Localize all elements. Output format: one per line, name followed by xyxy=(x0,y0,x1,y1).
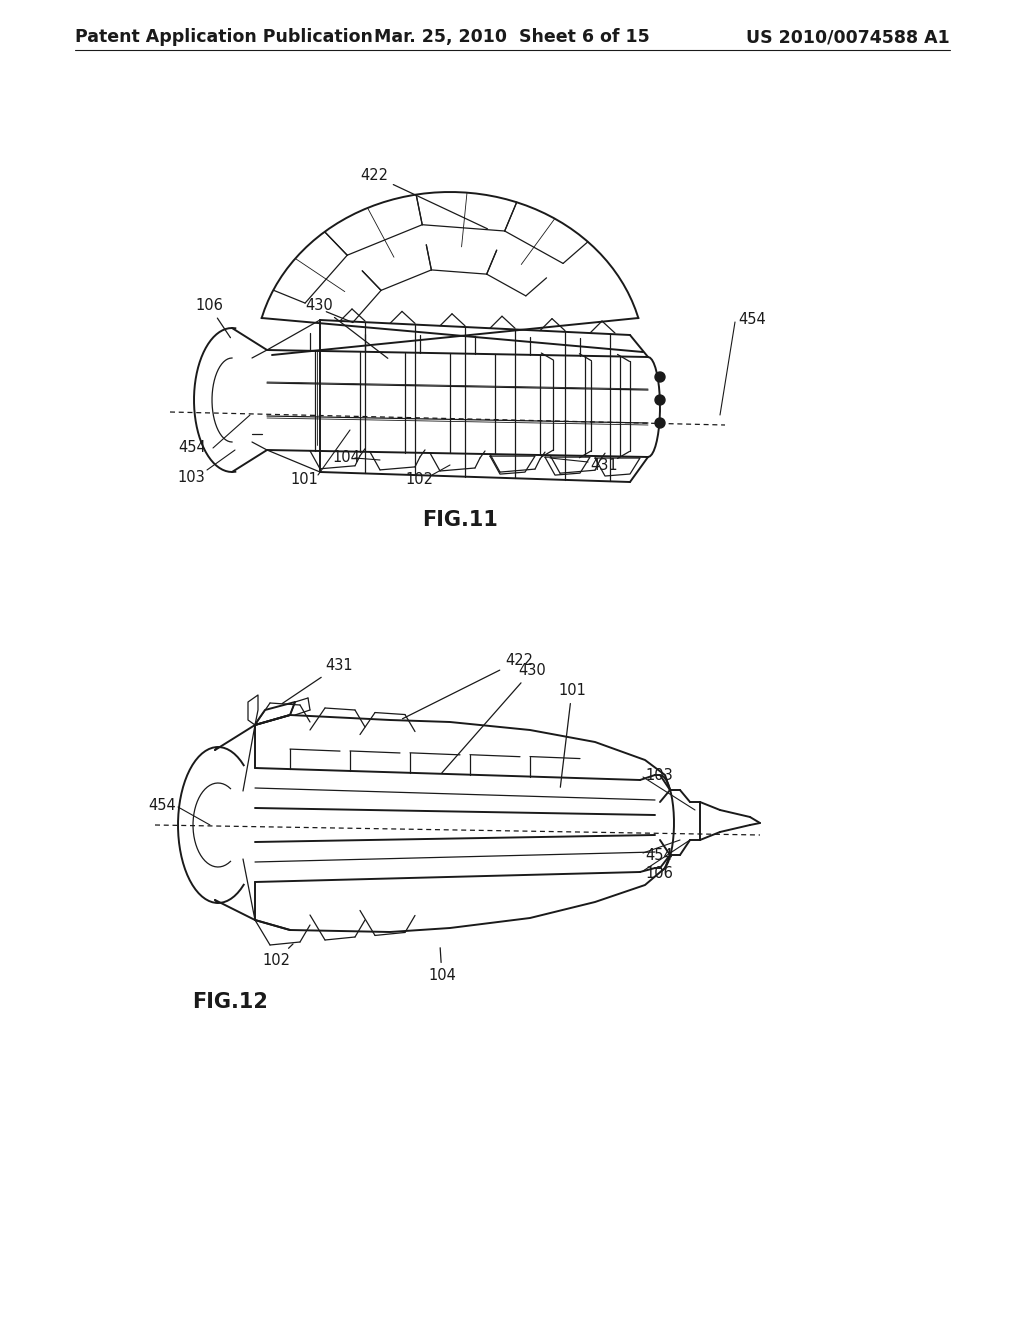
Text: 101: 101 xyxy=(290,473,317,487)
Text: 102: 102 xyxy=(262,944,293,968)
Text: 454: 454 xyxy=(178,441,206,455)
Text: 422: 422 xyxy=(402,653,534,719)
Text: 106: 106 xyxy=(645,866,673,880)
Circle shape xyxy=(655,372,665,381)
Text: 104: 104 xyxy=(428,948,456,983)
Circle shape xyxy=(655,395,665,405)
Text: 103: 103 xyxy=(645,767,673,783)
Text: Patent Application Publication: Patent Application Publication xyxy=(75,28,373,46)
Text: US 2010/0074588 A1: US 2010/0074588 A1 xyxy=(746,28,950,46)
Text: FIG.12: FIG.12 xyxy=(193,993,268,1012)
Text: 103: 103 xyxy=(177,470,205,484)
Text: 431: 431 xyxy=(590,458,617,473)
Text: FIG.11: FIG.11 xyxy=(422,510,498,531)
Text: Mar. 25, 2010  Sheet 6 of 15: Mar. 25, 2010 Sheet 6 of 15 xyxy=(374,28,650,46)
Text: 101: 101 xyxy=(558,682,586,787)
Circle shape xyxy=(655,418,665,428)
Text: 454: 454 xyxy=(148,797,176,813)
Text: 106: 106 xyxy=(195,298,230,338)
Text: 422: 422 xyxy=(360,168,487,228)
Text: 430: 430 xyxy=(441,663,546,774)
Text: 431: 431 xyxy=(283,657,352,704)
Text: 430: 430 xyxy=(305,298,388,358)
Text: 454: 454 xyxy=(738,313,766,327)
Text: 102: 102 xyxy=(406,473,433,487)
Text: 104: 104 xyxy=(332,450,359,466)
Text: 454: 454 xyxy=(645,847,673,862)
